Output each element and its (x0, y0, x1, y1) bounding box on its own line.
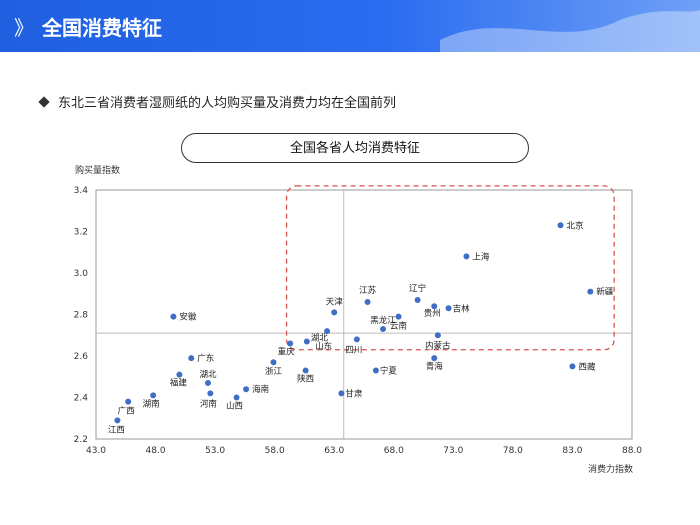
data-point (431, 303, 438, 310)
data-point (434, 332, 441, 339)
data-point-label: 上海 (472, 251, 490, 262)
data-point (395, 313, 402, 320)
x-tick-label: 83.0 (562, 446, 582, 456)
data-point (270, 359, 277, 366)
y-tick-label: 3.2 (74, 228, 88, 238)
data-point (287, 340, 294, 347)
x-tick-label: 53.0 (205, 446, 225, 456)
y-tick-label: 3.0 (74, 269, 89, 279)
chart-title: 全国各省人均消费特征 (181, 133, 529, 163)
data-point-label: 浙江 (265, 366, 283, 377)
data-point-label: 吉林 (453, 303, 471, 314)
data-point (176, 371, 183, 378)
data-point-label: 海南 (252, 384, 269, 395)
data-point-label: 福建 (170, 378, 188, 389)
data-point-label: 四川 (345, 345, 362, 355)
data-point-label: 陕西 (297, 374, 314, 385)
data-point-label: 广西 (118, 406, 135, 417)
data-point (243, 386, 250, 393)
data-point (125, 398, 132, 405)
data-point-label: 安徽 (179, 312, 197, 323)
data-point (170, 313, 177, 320)
data-point (338, 390, 345, 397)
y-tick-label: 2.4 (74, 394, 89, 404)
data-point-label: 重庆 (278, 347, 296, 358)
plot-frame (95, 189, 633, 440)
data-point (114, 417, 121, 424)
data-point (587, 288, 594, 295)
data-point (188, 355, 195, 362)
data-point-label: 湖南 (143, 398, 160, 409)
data-point-label: 云南 (390, 321, 407, 332)
chevron-icon: 》 (14, 16, 34, 40)
page-title: 全国消费特征 (42, 16, 162, 40)
data-point-label: 黑龙江 (370, 315, 396, 326)
data-point (150, 392, 157, 399)
data-point-label: 山西 (226, 401, 243, 412)
x-tick-label: 63.0 (324, 446, 344, 456)
data-point-label: 青海 (426, 361, 444, 372)
data-point (331, 309, 338, 316)
x-tick-label: 58.0 (265, 446, 285, 456)
data-point-label: 新疆 (596, 287, 614, 298)
data-point-label: 西藏 (578, 361, 596, 372)
highlight-region (285, 185, 615, 351)
data-point (414, 296, 421, 303)
bullet-text: 东北三省消费者湿厕纸的人均购买量及消费力均在全国前列 (58, 96, 397, 111)
bullet-point: 东北三省消费者湿厕纸的人均购买量及消费力均在全国前列 (38, 92, 397, 111)
data-point-label: 湖北 (199, 370, 217, 380)
data-point-label: 北京 (567, 220, 584, 231)
data-point-label: 山东 (315, 341, 332, 352)
data-point (380, 326, 387, 333)
data-point-label: 贵州 (424, 308, 441, 319)
data-point-label: 内蒙古 (425, 340, 451, 351)
data-point (557, 222, 564, 229)
data-point (233, 394, 240, 401)
data-point-label: 宁夏 (380, 366, 398, 377)
data-point (303, 338, 310, 345)
x-tick-label: 48.0 (146, 446, 166, 456)
data-point (431, 355, 438, 362)
header-wave-decoration (440, 10, 700, 52)
x-axis-label: 消费力指数 (588, 465, 634, 475)
data-point (353, 336, 360, 343)
data-point-label: 天津 (326, 296, 344, 307)
y-tick-label: 2.8 (74, 311, 89, 321)
data-point (445, 305, 452, 312)
data-point (302, 367, 309, 374)
y-axis-label: 购买量指数 (75, 166, 121, 176)
data-point-label: 辽宁 (409, 283, 426, 294)
x-tick-label: 88.0 (622, 446, 642, 456)
data-point (324, 328, 331, 335)
data-point (204, 379, 211, 386)
data-point (207, 390, 214, 397)
y-tick-label: 2.2 (74, 435, 88, 445)
y-tick-label: 2.6 (74, 352, 89, 362)
data-point (569, 363, 576, 370)
y-tick-label: 3.4 (74, 186, 89, 196)
data-point-label: 江苏 (359, 285, 377, 296)
x-tick-label: 68.0 (384, 446, 404, 456)
data-point-label: 广东 (197, 353, 214, 364)
data-point (364, 299, 371, 306)
x-tick-label: 78.0 (503, 446, 523, 456)
header-bar: 》 全国消费特征 (0, 0, 700, 52)
data-point-label: 河南 (200, 398, 217, 409)
data-point-label: 甘肃 (345, 388, 363, 399)
x-tick-label: 43.0 (86, 446, 106, 456)
data-point-label: 江西 (108, 425, 125, 435)
data-point-label: 湖北 (311, 333, 329, 343)
x-tick-label: 73.0 (443, 446, 463, 456)
data-point (463, 253, 470, 260)
data-point (372, 367, 379, 374)
